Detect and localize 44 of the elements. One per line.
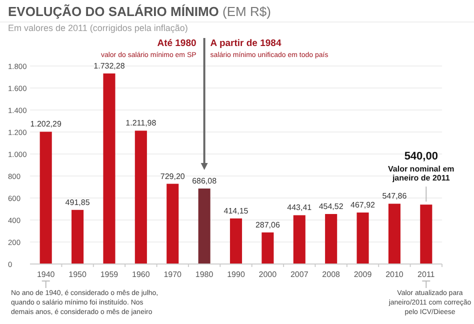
data-label: 686,08 [192, 176, 218, 186]
bar [198, 188, 210, 264]
x-tick-label: 2009 [354, 270, 372, 279]
data-label: 454,52 [318, 202, 344, 212]
x-tick-label: 1940 [36, 270, 56, 279]
data-label: 1.202,29 [30, 120, 62, 129]
bar [134, 130, 147, 264]
x-tick-label: 1980 [195, 270, 214, 279]
text: A partir de 1984 [210, 38, 282, 49]
data-label: 467,92 [350, 200, 376, 210]
text: Até 1980 [157, 38, 196, 49]
bar [420, 204, 432, 264]
bar [293, 215, 306, 264]
x-tick-label: 2000 [258, 270, 278, 279]
data-label: 491,85 [65, 198, 90, 207]
data-label: 443,41 [287, 203, 312, 212]
x-tick-label: 1970 [164, 270, 182, 279]
x-tick-label: 2007 [290, 270, 309, 279]
bar [40, 132, 52, 264]
bar [103, 73, 116, 264]
bar [388, 204, 400, 264]
bar [325, 214, 338, 264]
x-tick-label: 2010 [386, 270, 404, 279]
chart-title: EVOLUÇÃO DO SALÁRIO MÍNIMO [8, 4, 219, 19]
x-tick-label: 2008 [322, 270, 341, 279]
data-label: 287,06 [255, 220, 280, 230]
x-tick-label: 2011 [418, 270, 436, 279]
bar [356, 212, 369, 264]
chart-subtitle: Em valores de 2011 (corrigidos pela inflação) [8, 23, 188, 33]
x-tick-label: 1960 [132, 270, 150, 279]
data-label: 414,15 [224, 206, 249, 216]
y-axis-title: (EM R$) [218, 4, 271, 19]
x-tick-label: 1990 [227, 270, 246, 279]
data-label: 1.211,98 [126, 118, 157, 128]
bar [230, 218, 242, 264]
data-label: 1.732,28 [94, 61, 126, 70]
x-tick-label: 1950 [68, 270, 87, 279]
annotation: 540,00 Valor nominal em janeiro de 2011 [388, 150, 454, 183]
data-label: 547,86 [382, 192, 408, 201]
data-label: 729,20 [160, 172, 186, 181]
x-tick-label: 1959 [100, 270, 119, 279]
bar [72, 210, 84, 264]
bar [262, 232, 274, 264]
bar [166, 184, 179, 264]
